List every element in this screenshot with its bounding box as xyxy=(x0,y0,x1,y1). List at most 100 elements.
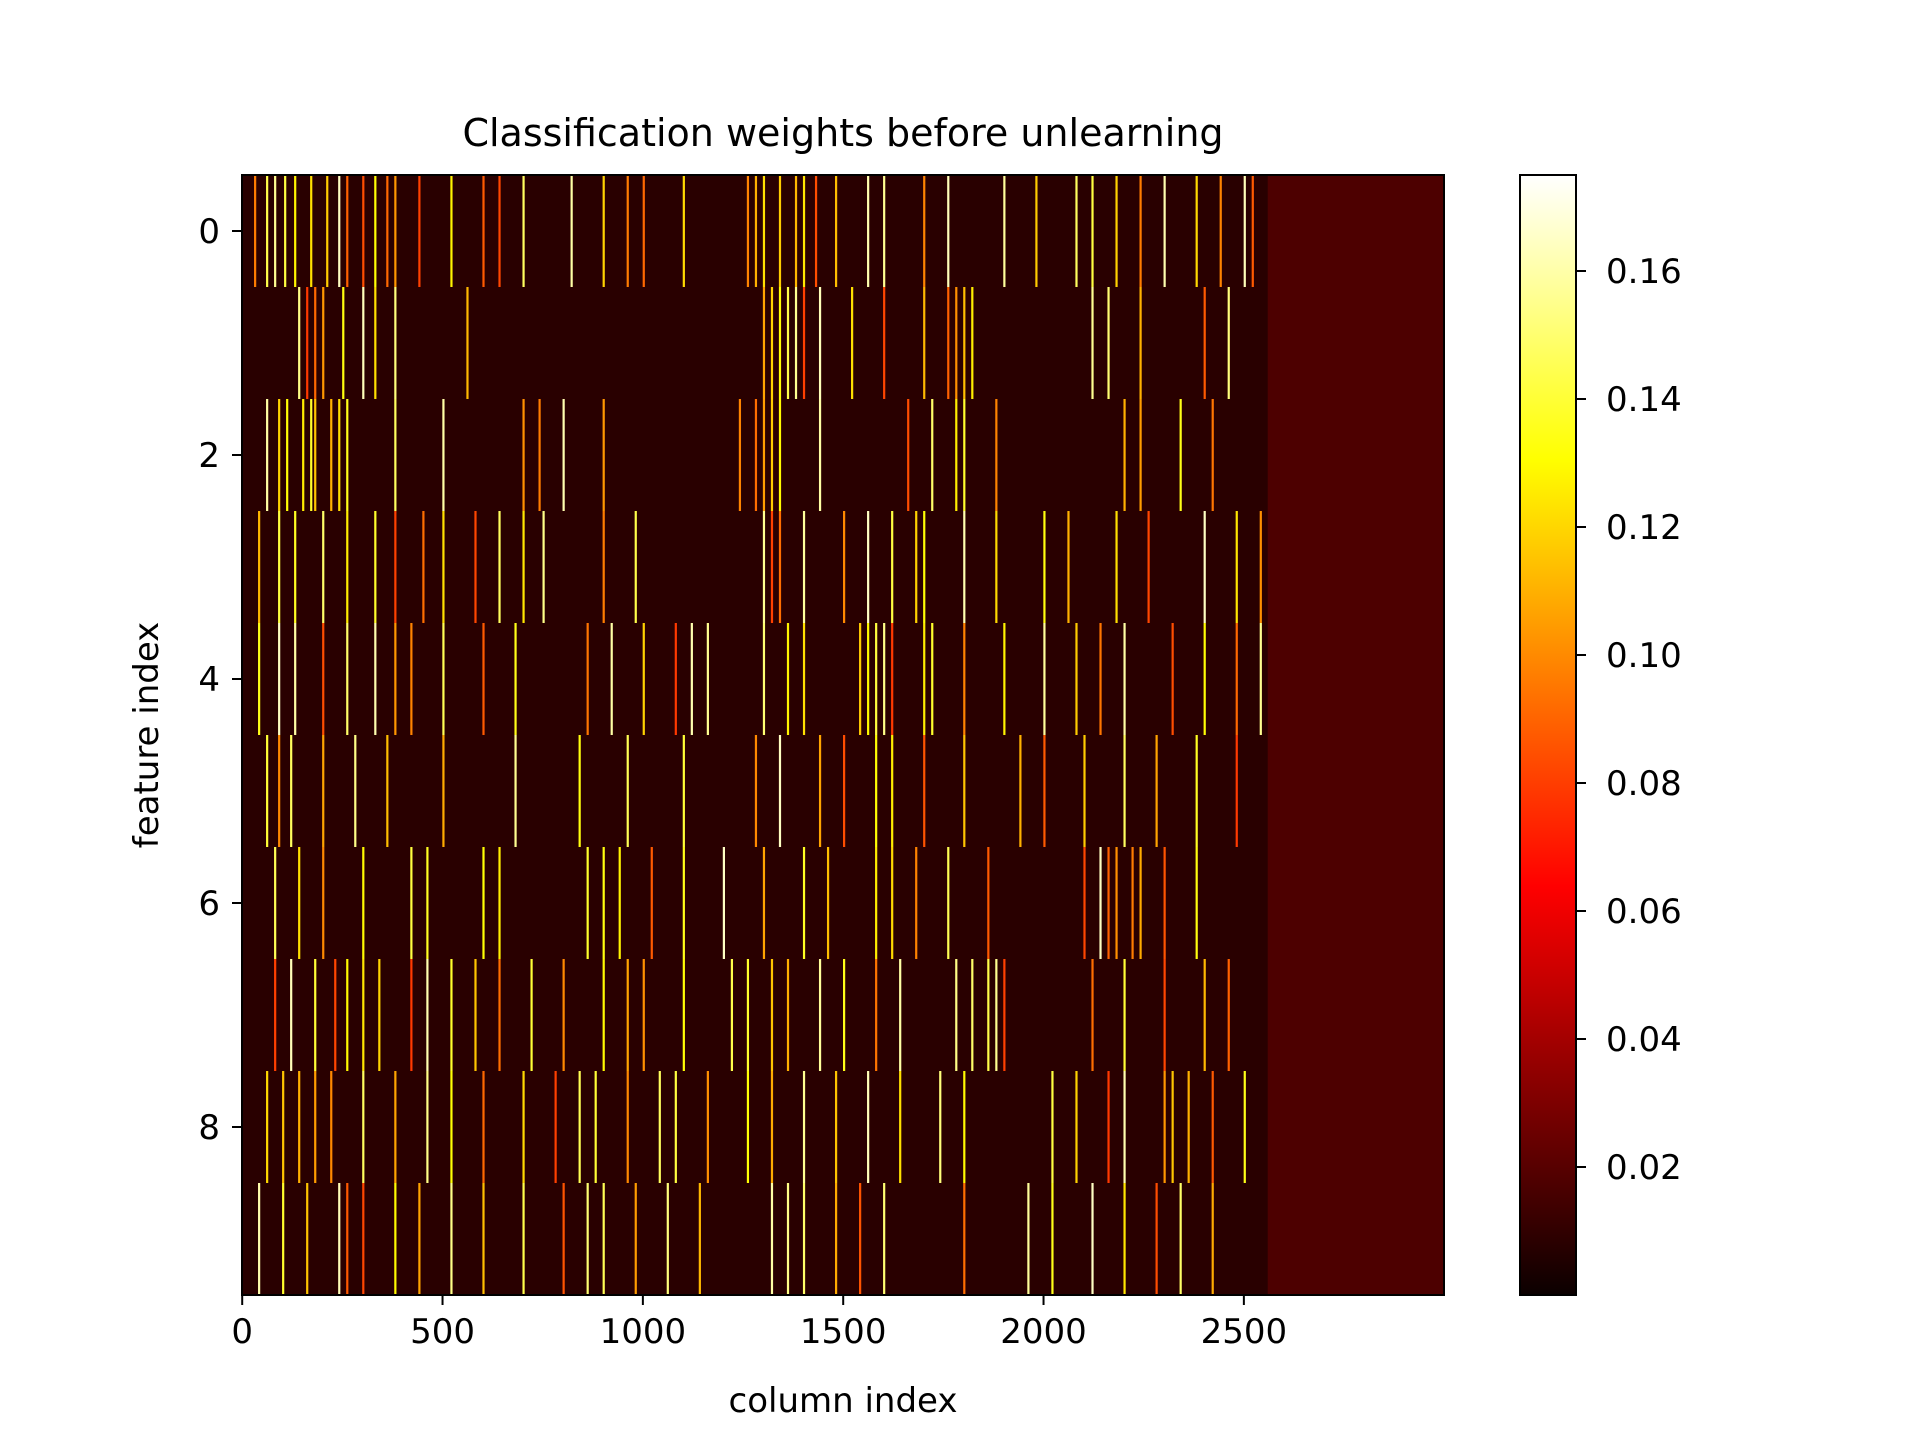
y-axis-label: feature index xyxy=(127,622,167,849)
heatmap-cell xyxy=(738,399,742,512)
heatmap-cell xyxy=(754,175,758,288)
heatmap-cell xyxy=(346,511,349,624)
heatmap-cell xyxy=(374,175,377,288)
heatmap-cell xyxy=(322,735,325,848)
heatmap-row-bg xyxy=(242,1183,1444,1296)
x-tick-label: 500 xyxy=(410,1312,475,1352)
heatmap-cell xyxy=(706,623,709,736)
heatmap-cell xyxy=(294,175,297,288)
heatmap-cell xyxy=(410,847,413,960)
heatmap-cell xyxy=(875,623,878,736)
heatmap-cell xyxy=(522,399,525,512)
heatmap-right-region xyxy=(1267,623,1444,736)
heatmap-cell xyxy=(786,287,790,400)
heatmap-cell xyxy=(498,511,501,624)
heatmap-cell xyxy=(394,175,397,288)
heatmap-cell xyxy=(1131,847,1134,960)
heatmap-cell xyxy=(374,287,377,400)
heatmap-cell xyxy=(762,399,766,512)
heatmap-cell xyxy=(362,959,365,1072)
heatmap-cell xyxy=(1195,847,1198,960)
heatmap-cell xyxy=(394,1183,397,1296)
heatmap-cell xyxy=(770,959,774,1072)
heatmap-cell xyxy=(1091,959,1094,1072)
heatmap-cell xyxy=(754,399,758,512)
heatmap-cell xyxy=(266,399,269,512)
heatmap-cell xyxy=(666,1183,669,1296)
heatmap-cell xyxy=(278,511,281,624)
heatmap-cell xyxy=(278,399,281,512)
heatmap-cell xyxy=(690,623,693,736)
heatmap-cell xyxy=(722,847,725,960)
heatmap-cell xyxy=(826,847,830,960)
heatmap-cell xyxy=(1099,623,1102,736)
heatmap-right-region xyxy=(1267,1071,1444,1184)
heatmap-cell xyxy=(762,175,766,288)
heatmap-cell xyxy=(682,735,685,848)
x-tick-label: 0 xyxy=(231,1312,253,1352)
heatmap-cell xyxy=(963,1183,966,1296)
heatmap-cell xyxy=(859,1183,862,1296)
heatmap-cell xyxy=(394,623,397,736)
heatmap-right-region xyxy=(1267,1183,1444,1296)
heatmap-cell xyxy=(931,623,934,736)
heatmap-cell xyxy=(947,175,950,288)
heatmap-right-region xyxy=(1267,287,1444,400)
heatmap-cell xyxy=(1107,1071,1110,1184)
heatmap-cell xyxy=(374,511,377,624)
heatmap-cell xyxy=(867,623,870,736)
heatmap-right-region xyxy=(1267,847,1444,960)
heatmap-cell xyxy=(422,511,425,624)
heatmap-cell xyxy=(322,623,325,736)
colorbar-tick-label: 0.10 xyxy=(1606,636,1682,676)
heatmap-cell xyxy=(634,1183,637,1296)
heatmap-cell xyxy=(266,1071,269,1184)
heatmap-cell xyxy=(602,399,605,512)
heatmap-cell xyxy=(314,287,317,400)
heatmap-cell xyxy=(346,399,349,512)
heatmap-cell xyxy=(955,399,958,512)
heatmap-cell xyxy=(818,735,822,848)
heatmap-cell xyxy=(338,175,341,288)
x-axis-label: column index xyxy=(729,1381,958,1421)
heatmap-cell xyxy=(674,1071,677,1184)
heatmap-cell xyxy=(1067,511,1070,624)
heatmap-cell xyxy=(1147,511,1150,624)
heatmap-cell xyxy=(1043,511,1046,624)
heatmap-cell xyxy=(474,959,477,1072)
heatmap-cell xyxy=(514,623,517,736)
heatmap-cell xyxy=(1163,1071,1166,1184)
heatmap-cell xyxy=(786,1183,790,1296)
heatmap-cell xyxy=(682,959,685,1072)
heatmap-cell xyxy=(891,847,894,960)
heatmap-cell xyxy=(770,287,774,400)
heatmap-cell xyxy=(578,1071,581,1184)
heatmap-cell xyxy=(770,1071,774,1184)
heatmap-cell xyxy=(698,1183,701,1296)
y-tick-label: 0 xyxy=(198,212,220,252)
heatmap-cell xyxy=(762,511,766,624)
heatmap-cell xyxy=(330,399,333,512)
heatmap-cell xyxy=(1139,287,1142,400)
heatmap-cell xyxy=(1171,623,1174,736)
heatmap-cell xyxy=(674,623,677,736)
heatmap-cell xyxy=(818,287,822,400)
heatmap-cell xyxy=(995,959,998,1072)
heatmap-cell xyxy=(778,287,782,400)
heatmap-cell xyxy=(891,735,894,848)
y-tick-label: 2 xyxy=(198,436,220,476)
chart-title: Classification weights before unlearning xyxy=(462,111,1223,155)
heatmap-cell xyxy=(1003,959,1006,1072)
heatmap-row-bg xyxy=(242,287,1444,400)
heatmap-cell xyxy=(786,959,790,1072)
y-tick-label: 8 xyxy=(198,1108,220,1148)
heatmap-cell xyxy=(1203,959,1206,1072)
heatmap-cell xyxy=(923,623,926,736)
heatmap-cell xyxy=(326,175,329,288)
heatmap-cell xyxy=(602,175,605,288)
heatmap-right-region xyxy=(1267,511,1444,624)
heatmap-cell xyxy=(1219,175,1222,288)
heatmap-cell xyxy=(963,287,966,400)
heatmap-cell xyxy=(955,959,958,1072)
heatmap-cell xyxy=(1075,623,1078,736)
